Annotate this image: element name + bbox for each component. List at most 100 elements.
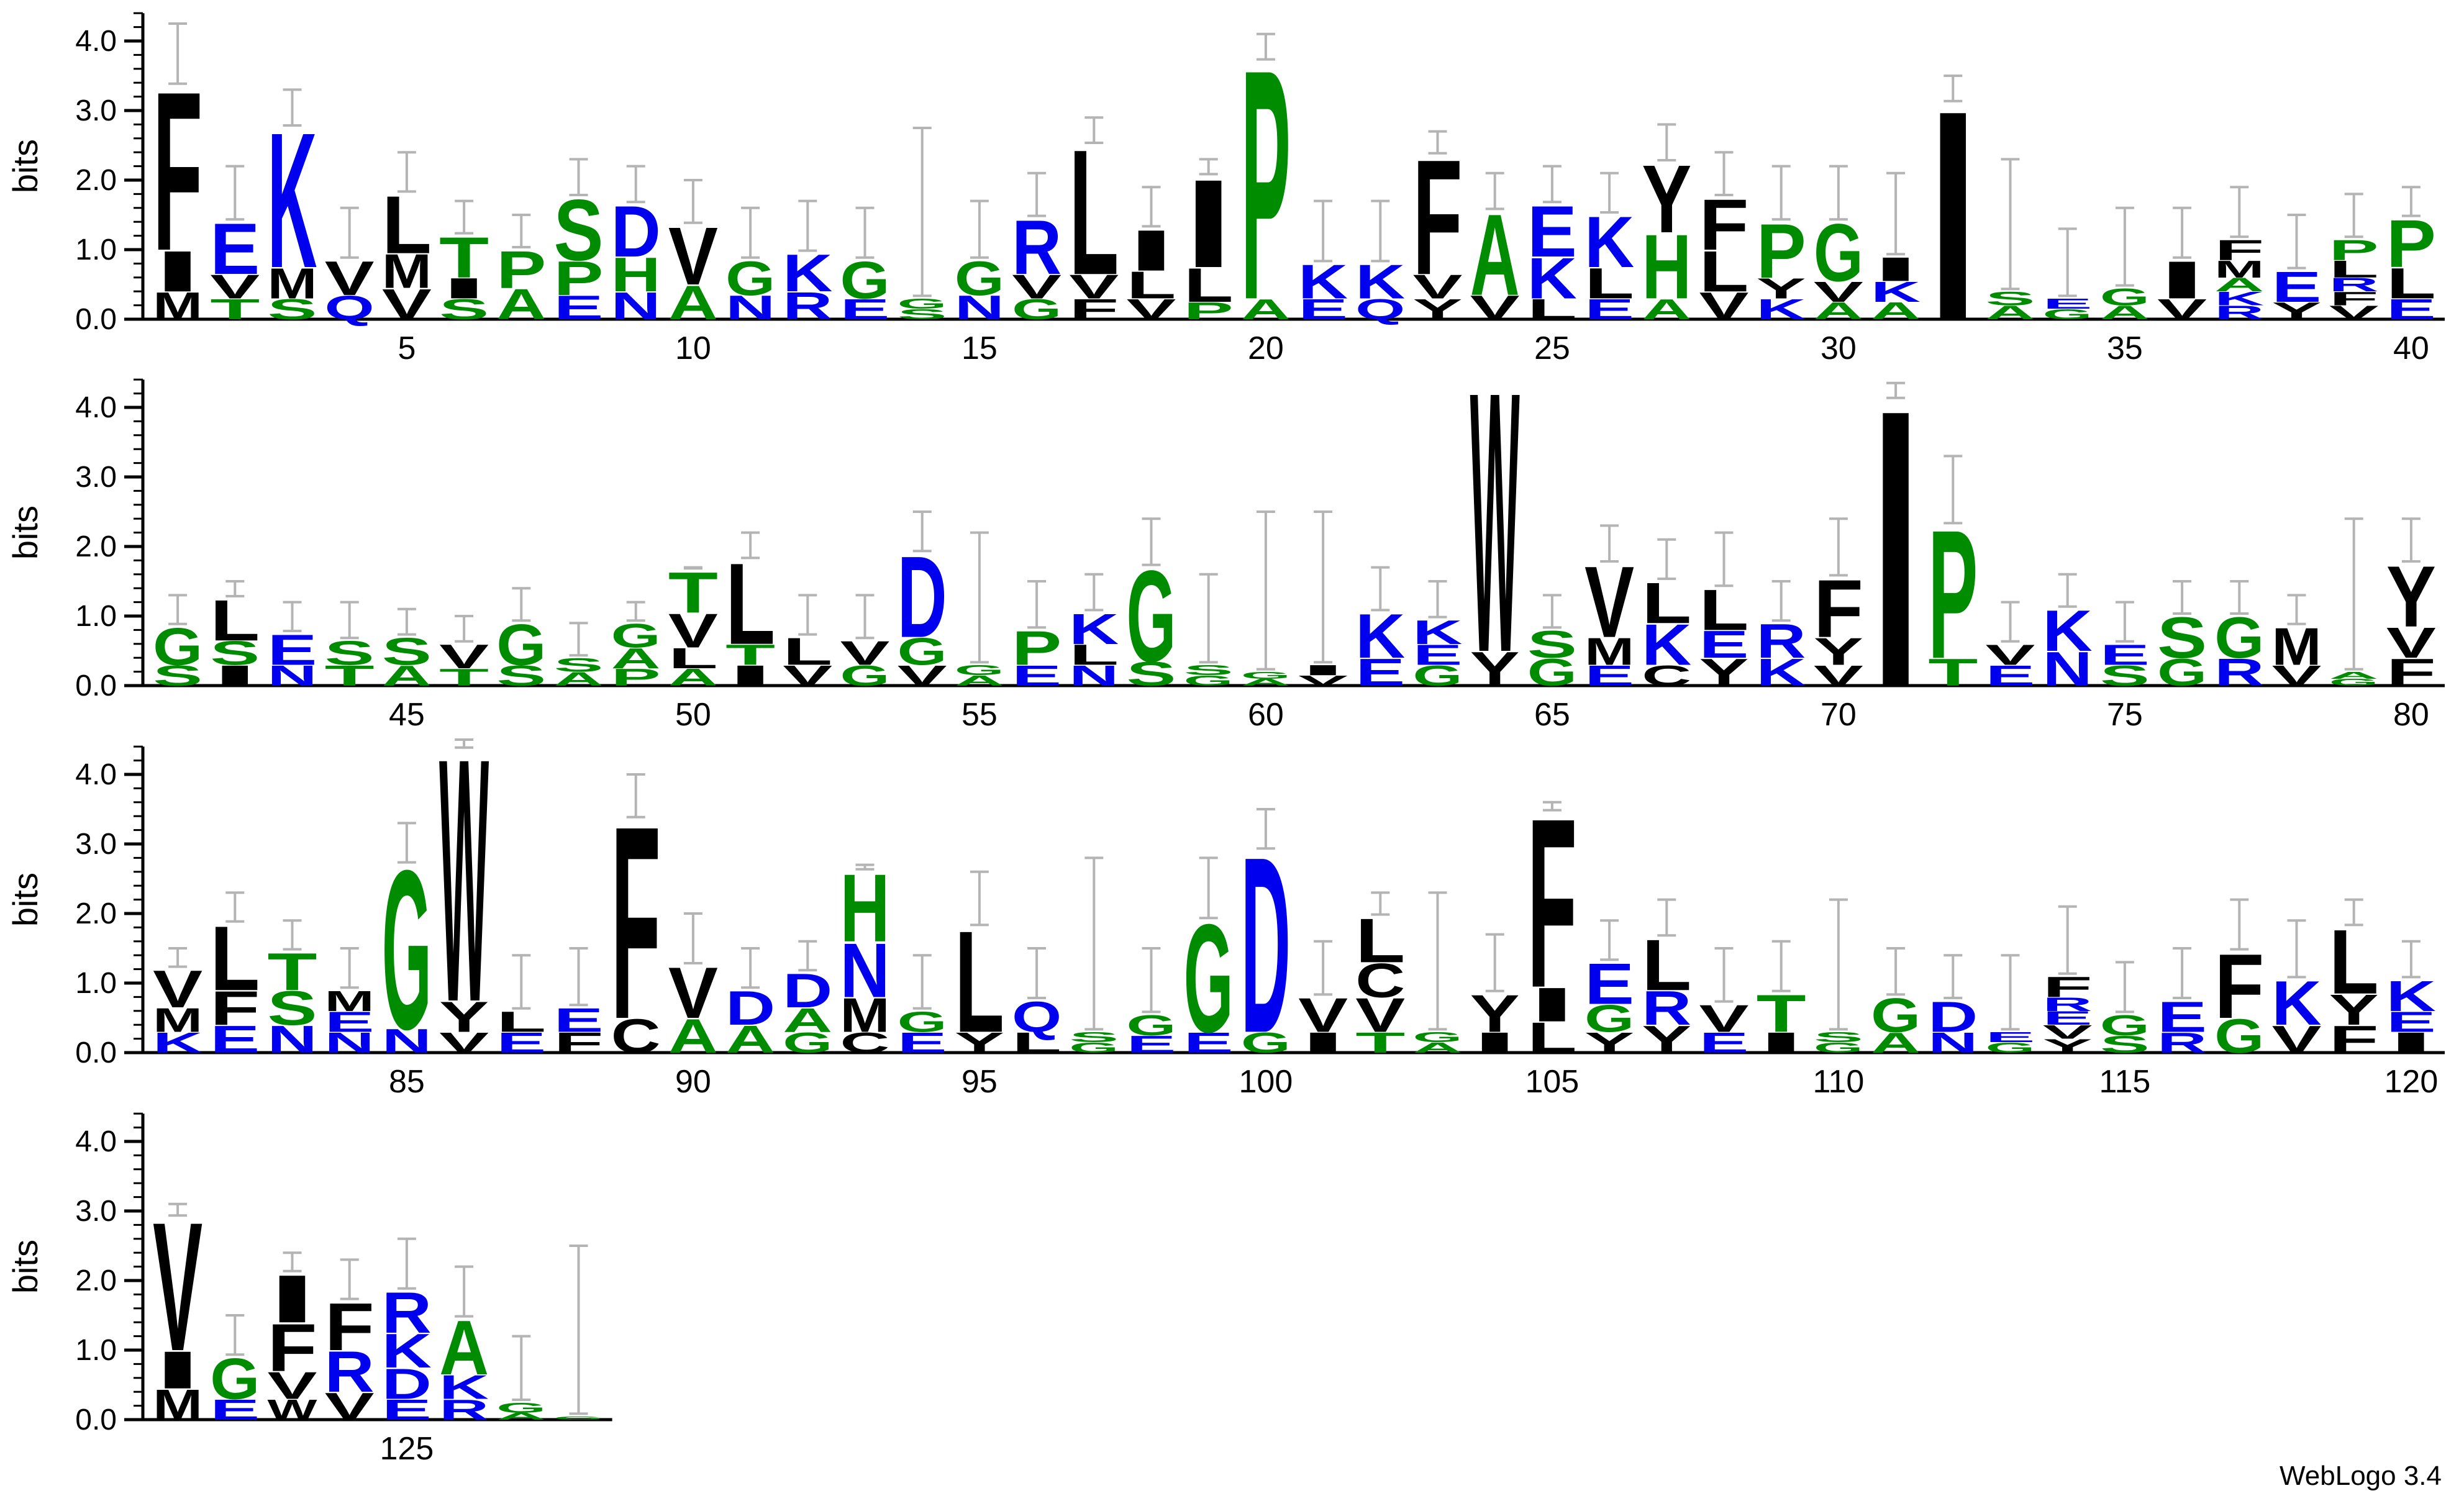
logo-letter-V-52: V: [783, 660, 832, 692]
logo-letter-V-102: V: [1355, 989, 1405, 1042]
x-tick-label: 75: [2107, 697, 2143, 733]
logo-letter-F-117: F: [2214, 935, 2264, 1038]
y-axis-title: bits: [6, 506, 45, 560]
logo-letter-E-82: E: [210, 1018, 260, 1061]
logo-letter-L-42: L: [210, 588, 260, 653]
logo-letter-L-82: L: [210, 907, 260, 1010]
logo-letter-G-92: G: [783, 1027, 832, 1059]
logo-letter-R-37: R: [2214, 302, 2264, 324]
y-tick-label: 1.0: [75, 234, 117, 266]
logo-letter-M-121: M: [153, 1381, 202, 1429]
logo-letter-G-13: G: [840, 251, 890, 310]
x-tick-label: 125: [380, 1431, 434, 1467]
logo-letter-C-93: C: [840, 1027, 890, 1059]
logo-letter-K-29: K: [1757, 293, 1807, 325]
logo-letter-R-77: R: [2214, 651, 2264, 694]
logo-letter-E-106: E: [1584, 952, 1634, 1017]
logo-letter-F-28: F: [1699, 184, 1749, 265]
logo-letter-Y-27: Y: [1642, 145, 1691, 253]
x-tick-label: 15: [962, 330, 998, 366]
logo-letter-L-25: L: [1527, 293, 1577, 325]
logo-letter-D-54: D: [898, 532, 947, 662]
logo-letter-D-92: D: [783, 964, 832, 1018]
logo-letter-G-85: G: [382, 823, 432, 1077]
logo-letter-A-48: A: [554, 668, 604, 690]
logo-letter-H-9: H: [611, 248, 661, 302]
logo-letter-L-40: L: [2386, 259, 2436, 307]
logo-letter-M-78: M: [2272, 617, 2322, 676]
logo-letter-R-114: R: [2043, 994, 2093, 1015]
logo-letter-F-114: F: [2043, 971, 2093, 1003]
logo-letter-A-103: A: [1413, 1040, 1463, 1056]
logo-letter-V-24: V: [1470, 289, 1520, 327]
logo-letter-M-1: M: [153, 285, 202, 328]
logo-letter-E-125: E: [382, 1394, 432, 1426]
logo-letter-A-92: A: [783, 1001, 832, 1039]
logo-letter-P-29: P: [1757, 208, 1806, 294]
logo-letter-K-12: K: [783, 244, 832, 303]
logo-letter-T-2: T: [210, 293, 260, 325]
logo-letter-S-6: S: [439, 293, 489, 325]
logo-letter-G-103: G: [1413, 1029, 1463, 1045]
logo-letter-A-45: A: [382, 660, 432, 692]
y-tick-label: 1.0: [75, 967, 117, 1000]
logo-letter-S-44: S: [325, 634, 375, 672]
logo-letter-I-36: I: [2157, 251, 2207, 310]
logo-letter-E-122: E: [210, 1394, 260, 1426]
logo-letter-M-93: M: [840, 989, 890, 1042]
logo-letter-E-87: E: [496, 1027, 546, 1059]
y-tick-label: 2.0: [75, 897, 117, 930]
logo-letter-G-115: G: [2100, 1009, 2150, 1041]
logo-letter-W-86: W: [439, 686, 489, 1074]
logo-letter-E-68: E: [1699, 624, 1749, 666]
x-tick-label: 5: [398, 330, 416, 366]
logo-letter-A-33: A: [1986, 302, 2035, 324]
logo-letter-L-52: L: [783, 630, 832, 673]
x-tick-label: 20: [1248, 330, 1284, 366]
logo-letter-T-102: T: [1355, 1027, 1405, 1059]
logo-letter-G-11: G: [725, 252, 775, 306]
logo-letter-G-94: G: [898, 1005, 947, 1038]
logo-letter-E-62: E: [1355, 651, 1405, 694]
logo-letter-T-46: T: [439, 664, 489, 691]
logo-letter-A-37: A: [2214, 274, 2264, 296]
logo-letter-Y-86: Y: [439, 992, 489, 1041]
logo-letter-I-101: I: [1298, 1027, 1348, 1059]
y-tick-label: 1.0: [75, 1334, 117, 1367]
logo-letter-I-1: I: [153, 239, 202, 304]
logo-letter-S-42: S: [210, 634, 260, 672]
logo-letter-V-10: V: [668, 211, 718, 302]
logo-letter-K-25: K: [1527, 246, 1577, 311]
logo-letter-S-14: S: [898, 306, 947, 322]
y-tick-label: 2.0: [75, 164, 117, 197]
logo-letter-N-93: N: [840, 927, 890, 1014]
logo-letter-A-111: A: [1871, 1027, 1921, 1059]
logo-letter-V-28: V: [1699, 285, 1750, 328]
y-tick-label: 0.0: [75, 1036, 117, 1069]
logo-letter-P-39: P: [2329, 234, 2379, 266]
logo-letter-F-70: F: [1814, 563, 1863, 655]
logo-letter-A-79: A: [2329, 671, 2379, 681]
logo-letter-K-118: K: [2272, 968, 2322, 1038]
logo-letter-C-67: C: [1642, 660, 1691, 692]
y-tick-label: 4.0: [75, 391, 117, 424]
logo-letter-R-125: R: [382, 1281, 432, 1345]
logo-letter-K-67: K: [1642, 612, 1691, 677]
logo-letter-A-31: A: [1871, 298, 1921, 325]
logo-letter-G-79: G: [2329, 678, 2379, 688]
logo-letter-A-24: A: [1470, 190, 1520, 320]
logo-letter-L-51: L: [725, 539, 775, 669]
logo-letter-F-124: F: [325, 1289, 375, 1365]
logo-letter-N-112: N: [1928, 1027, 1978, 1059]
logo-letter-C-89: C: [611, 1010, 661, 1063]
logo-letter-D-9: D: [611, 191, 661, 272]
logo-letter-V-4: V: [325, 252, 375, 306]
y-tick-label: 3.0: [75, 461, 117, 494]
logo-letter-G-77: G: [2214, 605, 2264, 670]
logo-letter-T-72: T: [1928, 651, 1978, 694]
logo-letter-S-45: S: [382, 630, 432, 673]
logo-letter-E-88: E: [554, 1001, 604, 1039]
x-tick-label: 65: [1534, 697, 1570, 733]
logo-letter-V-86: V: [439, 1027, 489, 1059]
y-axis-title: bits: [6, 139, 45, 193]
